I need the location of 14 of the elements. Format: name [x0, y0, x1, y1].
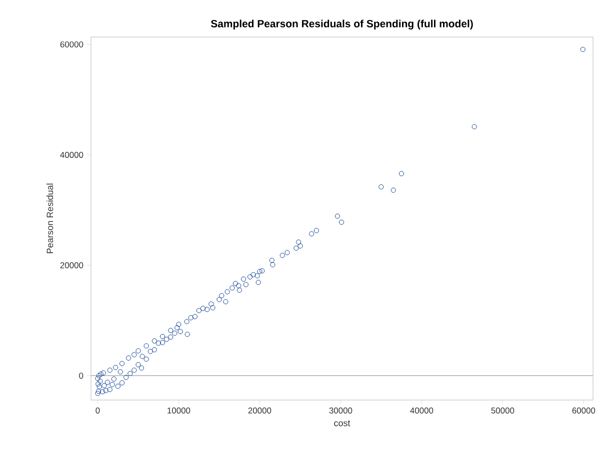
x-tick-label: 30000	[329, 408, 352, 414]
x-tick-label: 10000	[168, 408, 190, 414]
x-axis-title: cost	[334, 420, 350, 426]
y-tick-label: 0	[79, 372, 84, 379]
x-tick-label: 0	[96, 408, 100, 414]
y-axis-title: Pearson Residual	[46, 184, 54, 254]
y-tick-label: 40000	[60, 152, 84, 158]
x-tick-label: 60000	[572, 408, 596, 414]
chart-title: Sampled Pearson Residuals of Spending (full model)	[210, 20, 473, 30]
x-tick-label: 20000	[248, 408, 272, 414]
x-tick-label: 50000	[491, 408, 514, 414]
x-tick-label: 40000	[410, 408, 434, 414]
y-tick-label: 60000	[60, 41, 84, 48]
y-tick-label: 20000	[60, 262, 84, 268]
